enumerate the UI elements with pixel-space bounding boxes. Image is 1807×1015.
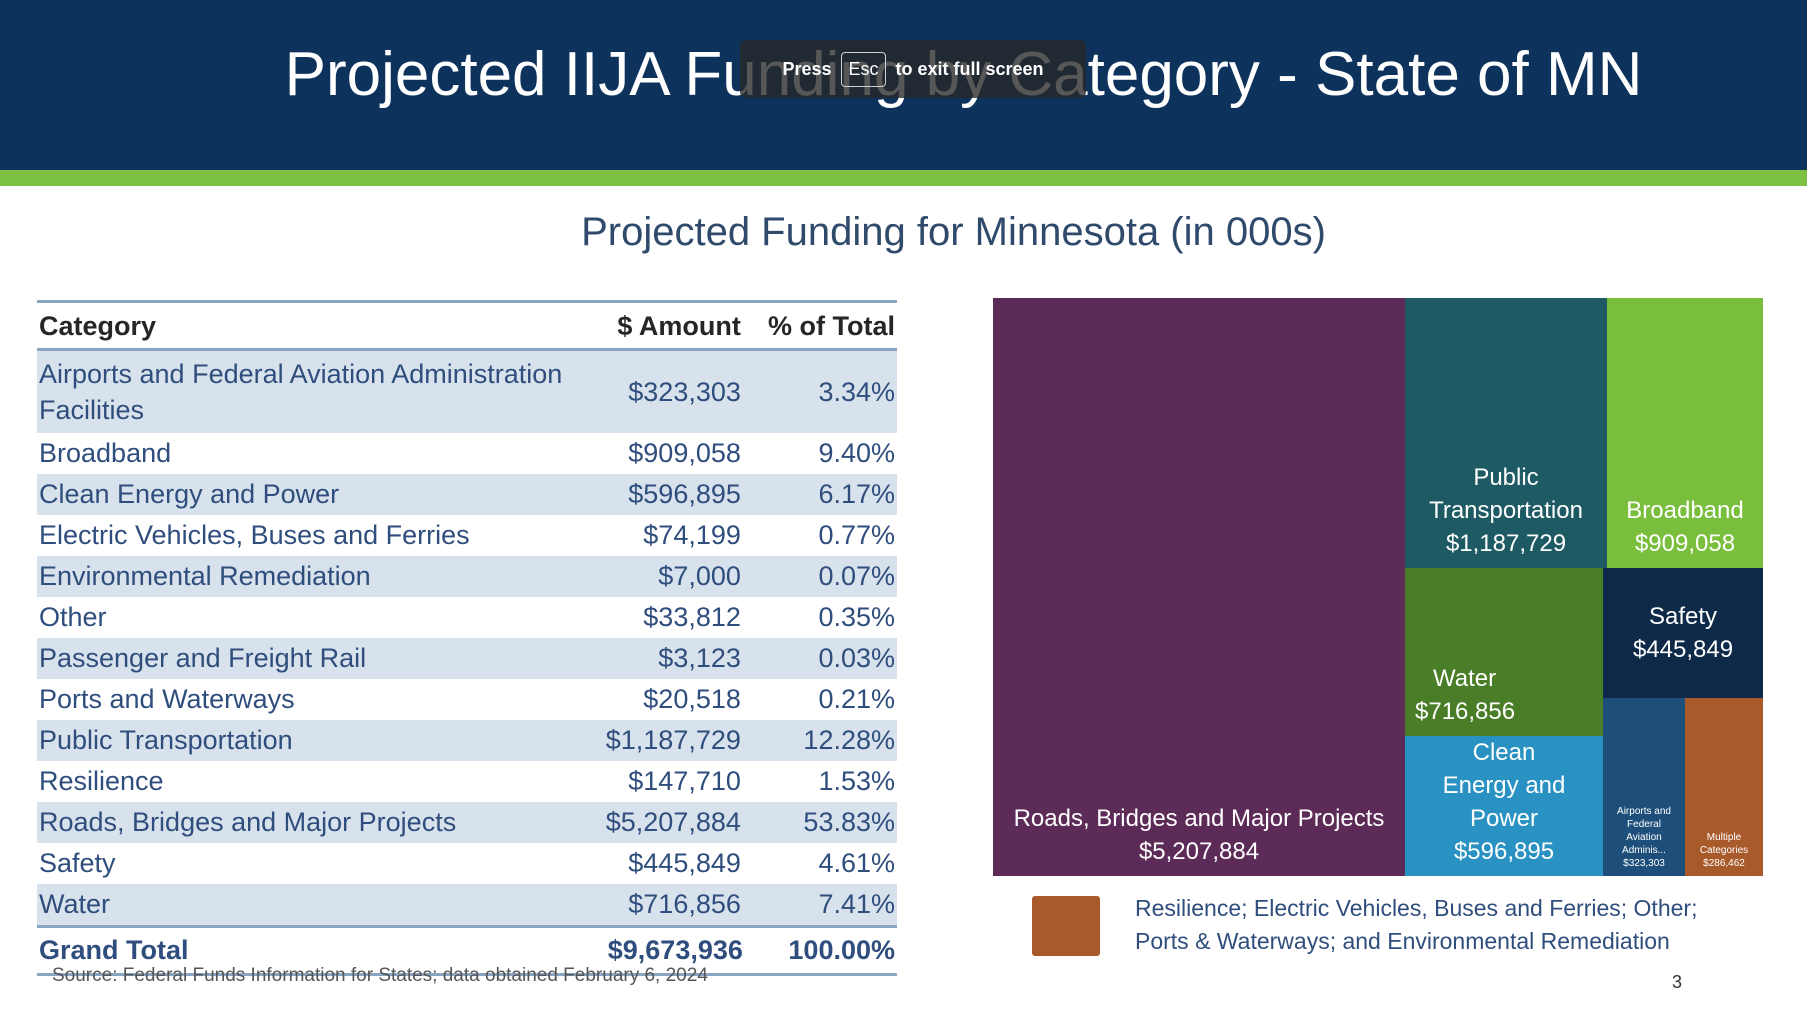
- treemap-label: Clean Energy and Power: [1442, 739, 1566, 832]
- row-category: Broadband: [39, 438, 172, 468]
- toast-suffix-text: to exit full screen: [895, 58, 1044, 79]
- row-amount: $716,856: [581, 884, 745, 927]
- treemap-value: $596,895: [1453, 838, 1555, 865]
- row-percent: 4.61%: [818, 848, 895, 878]
- treemap-label: Airports and Federal Aviation Adminis...: [1617, 806, 1671, 856]
- treemap-box-roads: Roads, Bridges and Major Projects $5,207…: [993, 298, 1405, 876]
- slide-subtitle: Projected Funding for Minnesota (in 000s…: [581, 210, 1326, 254]
- row-amount: $33,812: [643, 602, 741, 632]
- row-amount: $445,849: [628, 848, 741, 878]
- row-amount: $596,895: [581, 474, 745, 515]
- row-amount: $323,303: [581, 349, 745, 433]
- toast-press-text: Press: [782, 58, 832, 79]
- row-percent: 0.35%: [818, 602, 895, 632]
- row-amount: $909,058: [628, 438, 741, 468]
- row-category: Water: [37, 884, 581, 927]
- table-row: Broadband $909,058 9.40%: [37, 433, 897, 474]
- row-category: Roads, Bridges and Major Projects: [37, 802, 581, 843]
- treemap-box-safety: Safety $445,849: [1603, 568, 1763, 698]
- treemap-value: $323,303: [1623, 858, 1665, 869]
- row-percent: 1.53%: [818, 766, 895, 796]
- treemap-label: Roads, Bridges and Major Projects: [1013, 805, 1385, 832]
- table-header-row: Category $ Amount % of Total: [37, 300, 897, 351]
- row-category: Resilience: [39, 766, 164, 796]
- table-row: Passenger and Freight Rail $3,123 0.03%: [37, 638, 897, 679]
- row-category: Public Transportation: [37, 720, 581, 761]
- row-amount: $5,207,884: [581, 802, 745, 843]
- table-row: Other $33,812 0.35%: [37, 597, 897, 638]
- row-category: Airports and Federal Aviation Administra…: [37, 349, 581, 433]
- row-category: Other: [39, 602, 107, 632]
- table-row: Electric Vehicles, Buses and Ferries $74…: [37, 515, 897, 556]
- table-row: Safety $445,849 4.61%: [37, 843, 897, 884]
- treemap-box-airports: Airports and Federal Aviation Adminis...…: [1603, 698, 1685, 876]
- table-row: Public Transportation $1,187,729 12.28%: [37, 720, 897, 761]
- treemap-label: Broadband: [1626, 497, 1744, 524]
- row-amount: $147,710: [628, 766, 741, 796]
- legend-swatch: [1032, 896, 1100, 956]
- table-row: Airports and Federal Aviation Administra…: [37, 349, 897, 433]
- treemap-label: Public Transportation: [1429, 464, 1583, 524]
- total-percent: 100.00%: [744, 925, 897, 976]
- row-percent: 12.28%: [744, 720, 897, 761]
- treemap-box-multiple-categories: Multiple Categories $286,462: [1685, 698, 1763, 876]
- row-category: Electric Vehicles, Buses and Ferries: [39, 520, 470, 550]
- treemap-value: $5,207,884: [1138, 838, 1260, 865]
- row-percent: 0.07%: [744, 556, 897, 597]
- row-amount: $7,000: [581, 556, 745, 597]
- table-row: Water $716,856 7.41%: [37, 884, 897, 927]
- row-category: Safety: [39, 848, 116, 878]
- treemap-box-clean-energy: Clean Energy and Power $596,895: [1405, 736, 1603, 876]
- fullscreen-exit-toast: Press Esc to exit full screen: [740, 40, 1086, 98]
- treemap-value: $286,462: [1703, 858, 1745, 869]
- header-accent-strip: [0, 170, 1807, 186]
- row-percent: 6.17%: [744, 474, 897, 515]
- legend-text: Resilience; Electric Vehicles, Buses and…: [1135, 895, 1698, 954]
- treemap-value: $445,849: [1632, 636, 1734, 663]
- header-category: Category: [37, 300, 581, 351]
- row-amount: $20,518: [643, 684, 741, 714]
- treemap-box-public-transportation: Public Transportation $1,187,729: [1405, 298, 1607, 568]
- table-row: Roads, Bridges and Major Projects $5,207…: [37, 802, 897, 843]
- row-percent: 9.40%: [818, 438, 895, 468]
- row-category: Clean Energy and Power: [37, 474, 581, 515]
- funding-table: Category $ Amount % of Total Airports an…: [37, 300, 897, 976]
- row-amount: $3,123: [581, 638, 745, 679]
- row-percent: 0.21%: [818, 684, 895, 714]
- row-amount: $74,199: [643, 520, 741, 550]
- esc-key-badge: Esc: [841, 51, 886, 87]
- source-note: Source: Federal Funds Information for St…: [52, 965, 708, 986]
- table-row: Clean Energy and Power $596,895 6.17%: [37, 474, 897, 515]
- total-amount: $9,673,936: [581, 925, 745, 976]
- table-row: Ports and Waterways $20,518 0.21%: [37, 679, 897, 720]
- funding-treemap: Roads, Bridges and Major Projects $5,207…: [993, 298, 1763, 876]
- page-number: 3: [1672, 972, 1683, 992]
- funding-table-container: Category $ Amount % of Total Airports an…: [37, 300, 897, 976]
- row-percent: 0.03%: [744, 638, 897, 679]
- treemap-value: $909,058: [1634, 530, 1736, 557]
- treemap-label: Water: [1433, 665, 1497, 692]
- row-percent: 53.83%: [744, 802, 897, 843]
- treemap-box-water: Water $716,856: [1405, 568, 1603, 736]
- row-percent: 7.41%: [744, 884, 897, 927]
- row-percent: 3.34%: [744, 349, 897, 433]
- row-category: Ports and Waterways: [39, 684, 295, 714]
- grand-total-row: Grand Total $9,673,936 100.00%: [37, 925, 897, 976]
- treemap-label: Safety: [1648, 603, 1718, 630]
- row-category: Passenger and Freight Rail: [37, 638, 581, 679]
- row-amount: $1,187,729: [581, 720, 745, 761]
- row-category: Environmental Remediation: [37, 556, 581, 597]
- treemap-value: $1,187,729: [1445, 530, 1567, 557]
- treemap-value: $716,856: [1415, 698, 1516, 725]
- treemap-label: Multiple Categories: [1699, 832, 1749, 856]
- total-category: Grand Total: [37, 925, 581, 976]
- header-amount: $ Amount: [581, 300, 745, 351]
- header-percent: % of Total: [744, 300, 897, 351]
- treemap-box-broadband: Broadband $909,058: [1607, 298, 1763, 568]
- table-row: Resilience $147,710 1.53%: [37, 761, 897, 802]
- row-percent: 0.77%: [818, 520, 895, 550]
- table-row: Environmental Remediation $7,000 0.07%: [37, 556, 897, 597]
